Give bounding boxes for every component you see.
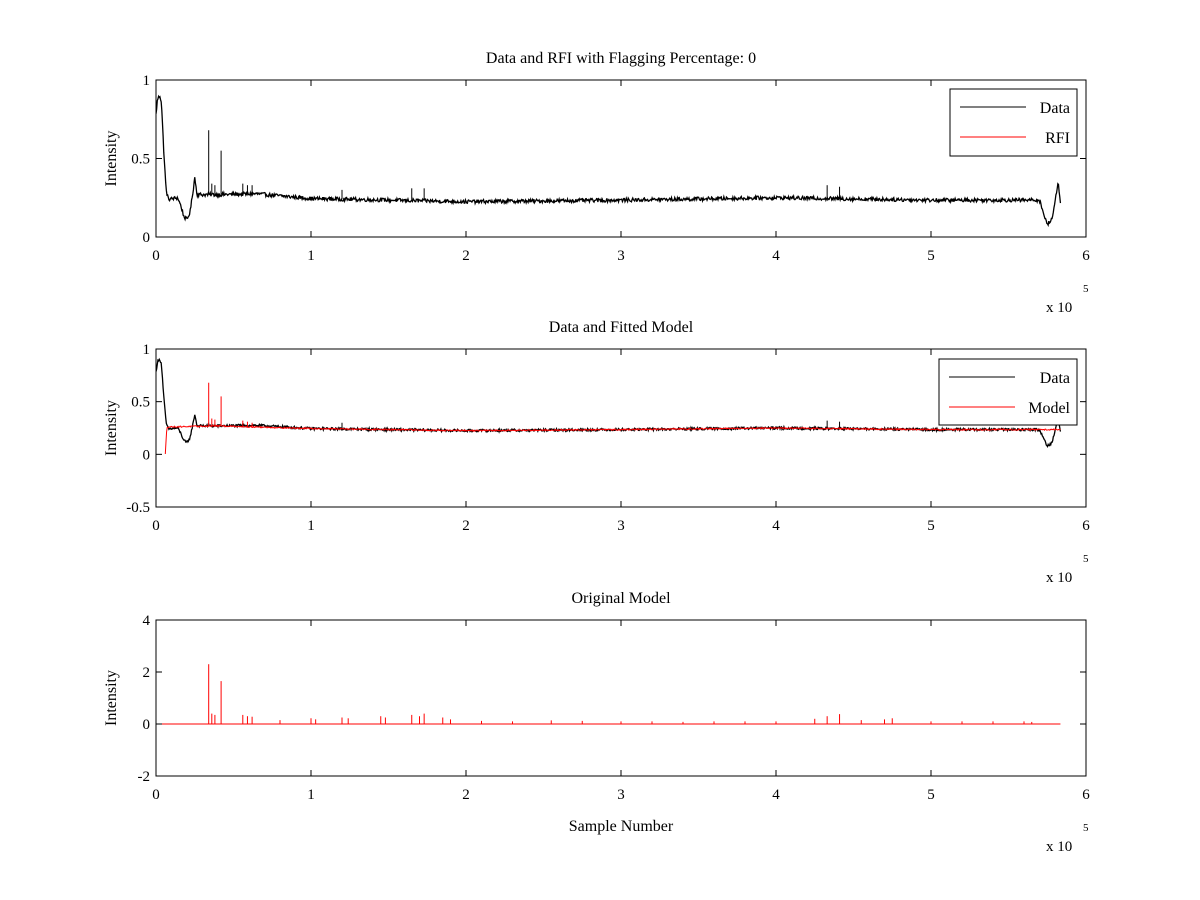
legend-box	[938, 358, 1078, 426]
x-tick-label: 1	[307, 787, 315, 803]
x-axis-label: Sample Number	[569, 818, 674, 835]
x-exponent-base: x 10	[1046, 570, 1072, 586]
x-tick-label: 0	[152, 518, 160, 534]
x-tick-label: 4	[772, 518, 780, 534]
plot-series-group	[156, 357, 1062, 455]
x-exponent-base: x 10	[1046, 839, 1072, 855]
y-axis-label: Intensity	[103, 670, 120, 726]
x-tick-label: 1	[307, 248, 315, 264]
x-tick-label: 5	[927, 787, 935, 803]
subplots: 0 1 2 3 4 5 6 0 0.5 1 x 10 5 Data and RFI with Flagg…	[103, 50, 1090, 855]
x-exponent-power: 5	[1083, 283, 1089, 295]
x-tick-label: 2	[462, 248, 470, 264]
y-tick-label: 2	[143, 665, 151, 681]
y-tick-label: 0.5	[131, 152, 150, 168]
x-tick-label: 5	[927, 248, 935, 264]
x-tick-label: 2	[462, 787, 470, 803]
legend-entry-2: RFI	[1045, 130, 1070, 147]
legend-entry-2: Model	[1028, 400, 1070, 417]
series-line-model	[164, 424, 1061, 455]
subplot-title: Original Model	[571, 590, 671, 607]
y-tick-label: 0.5	[131, 395, 150, 411]
legend-entry-1: Data	[1040, 100, 1070, 117]
subplot-title: Data and RFI with Flagging Percentage: 0	[486, 50, 756, 67]
legend-box	[949, 88, 1078, 157]
x-tick-label: 2	[462, 518, 470, 534]
x-tick-label: 3	[617, 248, 625, 264]
x-tick-label: 0	[152, 248, 160, 264]
series-line-data	[156, 94, 1062, 228]
x-tick-label: 6	[1082, 248, 1090, 264]
x-tick-label: 4	[772, 248, 780, 264]
y-tick-label: -2	[138, 769, 151, 785]
x-exponent-power: 5	[1083, 822, 1089, 834]
y-tick-label: 1	[143, 73, 151, 89]
x-exponent-power: 5	[1083, 553, 1089, 565]
y-axis-label: Intensity	[103, 400, 120, 456]
x-exponent-base: x 10	[1046, 300, 1072, 316]
subplot-title: Data and Fitted Model	[549, 319, 694, 336]
x-tick-label: 1	[307, 518, 315, 534]
x-tick-label: 3	[617, 787, 625, 803]
x-tick-label: 6	[1082, 787, 1090, 803]
subplot-1: 0 1 2 3 4 5 6 0 0.5 1 x 10 5 Data and RFI with Flagg…	[103, 50, 1090, 316]
x-tick-label: 0	[152, 787, 160, 803]
x-tick-label: 5	[927, 518, 935, 534]
plot-area	[156, 620, 1086, 776]
legend-entry-1: Data	[1040, 370, 1070, 387]
y-tick-label: 4	[143, 613, 151, 629]
y-tick-label: 0	[143, 230, 151, 246]
y-tick-label: 0	[143, 717, 151, 733]
plot-series-group	[156, 664, 1061, 725]
y-tick-label: -0.5	[126, 500, 150, 516]
x-tick-label: 4	[772, 787, 780, 803]
x-tick-label: 6	[1082, 518, 1090, 534]
legend: Data Model	[938, 358, 1078, 426]
y-tick-label: 0	[143, 447, 151, 463]
y-axis-label: Intensity	[103, 131, 120, 187]
legend: Data RFI	[949, 88, 1078, 157]
y-tick-label: 1	[143, 342, 151, 358]
plot-area	[156, 80, 1086, 237]
x-tick-label: 3	[617, 518, 625, 534]
plot-series-group	[156, 94, 1062, 228]
